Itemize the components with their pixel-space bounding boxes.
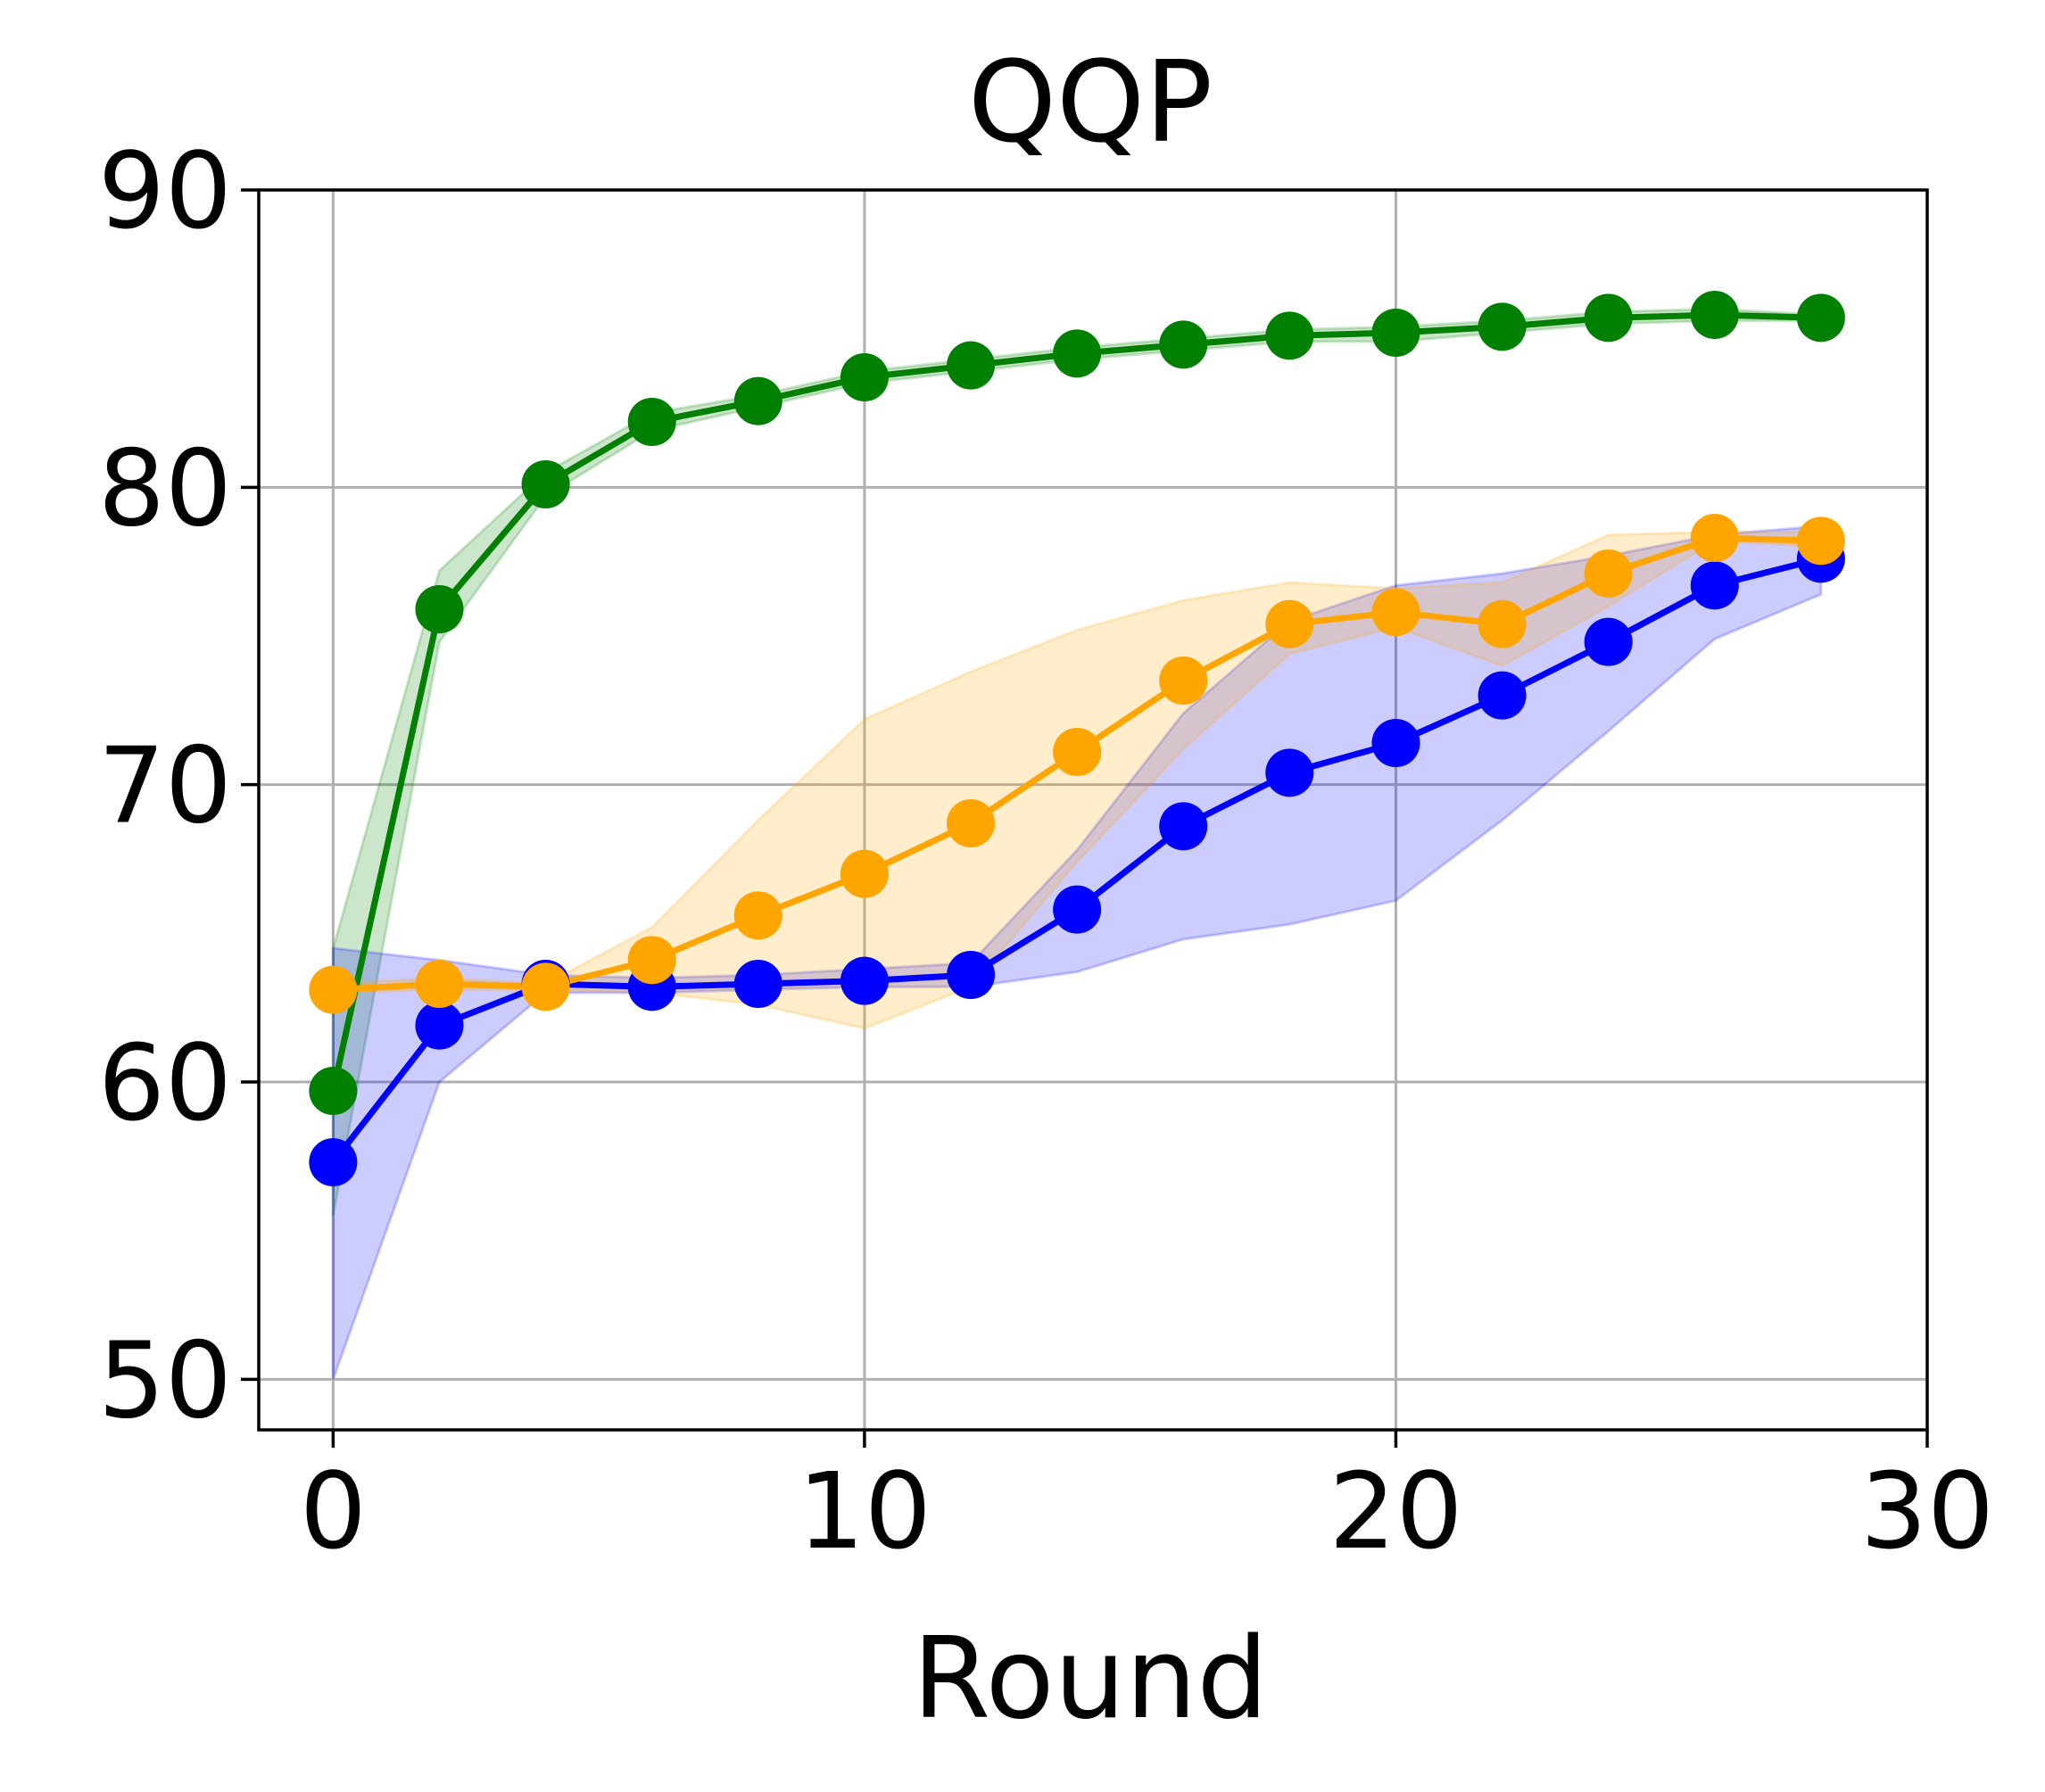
x-tick-label: 10 (798, 1449, 931, 1573)
point-series-1 (1265, 311, 1314, 360)
point-series-3 (627, 936, 676, 985)
point-series-2 (1690, 561, 1739, 610)
plot-frame (257, 188, 1929, 1432)
y-tick-label: 60 (98, 1021, 232, 1144)
chart-title: QQP (968, 37, 1213, 168)
y-tick-label: 70 (98, 724, 232, 847)
point-series-2 (415, 1001, 464, 1050)
point-series-1 (1478, 302, 1527, 351)
x-tick-label: 30 (1860, 1449, 1994, 1573)
x-axis-label: Round (913, 1613, 1269, 1744)
x-tick-label: 20 (1329, 1449, 1462, 1573)
point-series-1 (1159, 320, 1208, 369)
point-series-2 (733, 960, 782, 1008)
point-series-1 (1796, 293, 1845, 343)
point-series-3 (521, 962, 570, 1012)
point-series-1 (1584, 293, 1633, 343)
point-series-2 (1265, 748, 1314, 797)
point-series-3 (309, 965, 358, 1014)
point-series-2 (1584, 617, 1633, 666)
point-series-3 (1159, 657, 1208, 705)
point-series-1 (1053, 329, 1102, 378)
point-series-1 (840, 353, 889, 401)
point-series-3 (947, 799, 996, 847)
point-series-3 (840, 849, 889, 898)
y-tick-label: 80 (98, 426, 232, 549)
point-series-1 (309, 1067, 358, 1115)
point-series-2 (1053, 885, 1102, 934)
point-series-3 (733, 891, 782, 940)
point-series-2 (1159, 802, 1208, 851)
point-series-1 (415, 585, 464, 633)
point-series-3 (1053, 728, 1102, 776)
point-series-2 (840, 956, 889, 1005)
point-series-3 (415, 960, 464, 1008)
point-series-3 (1796, 516, 1845, 566)
y-ticks: 50 60 70 80 90 (98, 129, 259, 1441)
point-series-1 (1371, 309, 1420, 357)
x-ticks: 0 10 20 30 (300, 1430, 1994, 1573)
point-series-1 (733, 376, 782, 425)
x-tick-label: 0 (300, 1449, 367, 1573)
point-series-2 (1478, 671, 1527, 720)
point-series-3 (1478, 599, 1527, 648)
point-series-1 (947, 341, 996, 390)
y-tick-label: 50 (98, 1318, 232, 1441)
point-series-2 (947, 951, 996, 999)
y-tick-label: 90 (98, 129, 232, 252)
point-series-2 (309, 1138, 358, 1186)
point-series-3 (1371, 588, 1420, 637)
point-series-1 (1690, 291, 1739, 339)
point-series-1 (521, 460, 570, 508)
point-series-1 (627, 398, 676, 446)
point-series-3 (1265, 599, 1314, 648)
series-points (309, 291, 1845, 1186)
point-series-3 (1584, 549, 1633, 598)
point-series-3 (1690, 514, 1739, 562)
point-series-2 (1371, 719, 1420, 767)
